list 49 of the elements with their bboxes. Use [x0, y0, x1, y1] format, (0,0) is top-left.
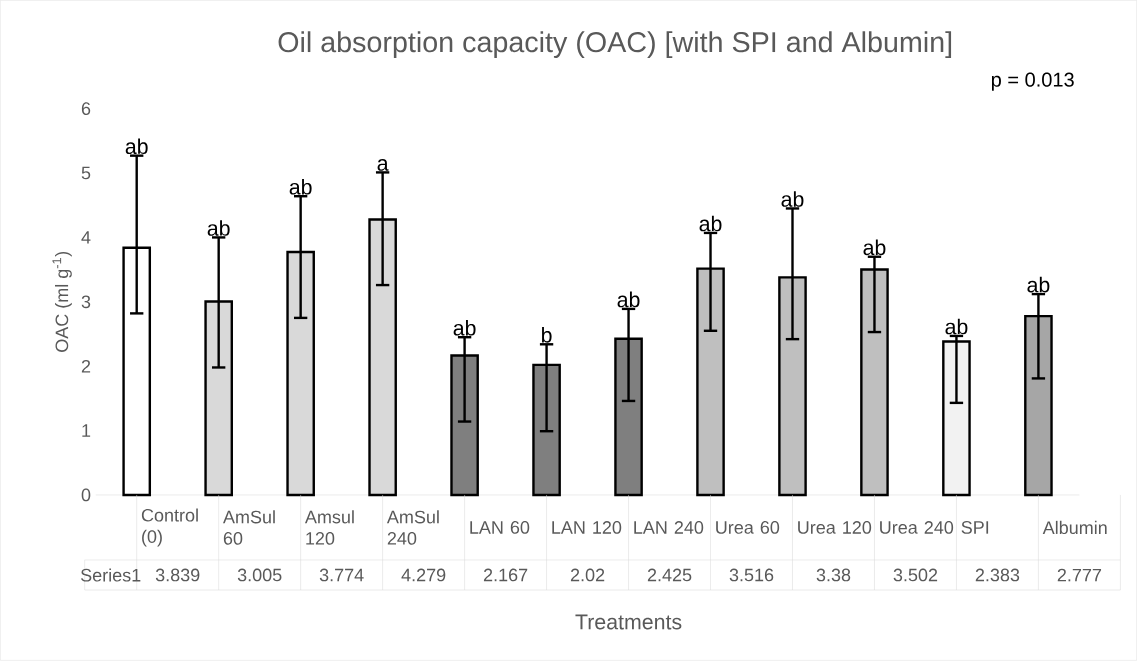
data-label: 2.425 [647, 568, 692, 582]
x-tick-label: Amsul 120 [304, 510, 354, 545]
y-tick-label: 6 [81, 102, 91, 116]
data-label: 2.777 [1057, 568, 1102, 582]
x-tick-label: AmSul 240 [386, 510, 439, 545]
x-tick-label: LAN 240 [634, 521, 704, 535]
x-tick-label: Albumin [1042, 521, 1107, 535]
annotation: ab [289, 179, 312, 195]
chart-title: Oil absorption capacity (OAC) [with SPI and Albumin] [278, 31, 952, 59]
y-tick-label: 4 [81, 231, 91, 244]
annotation: ab [207, 220, 230, 236]
annotation: ab [781, 191, 804, 208]
x-tick-label: Urea 240 [880, 521, 954, 535]
bar [942, 340, 971, 497]
data-label: 3.516 [729, 568, 774, 582]
data-label: 3.774 [319, 568, 364, 582]
data-label: 2.383 [975, 568, 1020, 582]
data-label: 2.02 [570, 568, 605, 582]
data-label: 3.005 [237, 568, 282, 582]
y-tick-label: 3 [81, 295, 91, 309]
y-tick-label: 1 [82, 424, 91, 437]
x-axis-title: Treatments [575, 614, 682, 630]
x-tick-label: LAN 120 [552, 521, 622, 535]
data-label: 3.502 [893, 568, 938, 582]
annotation: a [377, 159, 389, 171]
data-label: 2.167 [483, 568, 528, 582]
annotation: ab [863, 239, 886, 256]
annotation: ab [945, 318, 968, 335]
annotation: ab [699, 215, 722, 232]
text: p = 0.013 [991, 72, 1074, 91]
x-tick-label: AmSul 60 [222, 510, 275, 545]
annotation: b [542, 327, 552, 343]
y-axis-title: OAC (ml g$^{-1}$) [52, 252, 72, 353]
data-label: 4.279 [401, 568, 446, 582]
annotation: ab [1027, 276, 1050, 293]
x-tick-label: LAN 60 [470, 521, 530, 535]
y-tick-label: 0 [81, 488, 91, 502]
annotation: ab [125, 138, 148, 155]
x-tick-label: Urea 60 [716, 521, 780, 535]
annotation: ab [453, 320, 476, 336]
x-tick-label: SPI [961, 521, 989, 535]
data-label: 3.38 [816, 568, 851, 582]
x-tick-label: Urea 120 [798, 521, 872, 535]
y-tick-label: 2 [81, 360, 91, 373]
legend-label: Series1 [80, 568, 141, 582]
annotation: ab [617, 291, 640, 308]
data-label: 3.839 [155, 568, 200, 582]
x-tick-label: Control (0) [141, 508, 198, 547]
y-tick-label: 5 [81, 166, 91, 180]
